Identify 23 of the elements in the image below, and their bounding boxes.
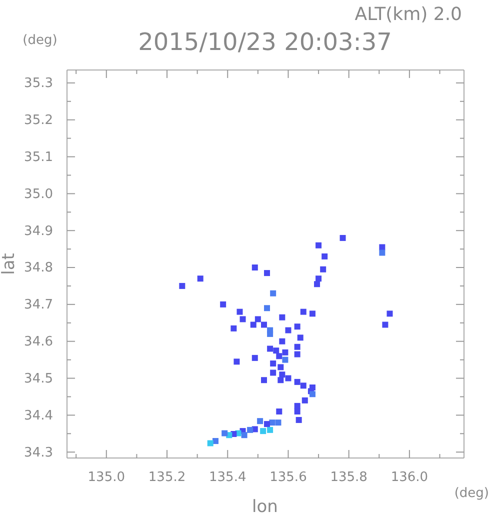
text: (deg) — [22, 33, 58, 48]
y-tick-label: 34.3 — [24, 445, 53, 460]
y-axis-title: lat — [0, 252, 19, 275]
y-tick-label: 35.3 — [24, 76, 53, 92]
chart-subtitle: ALT(km) 2.0 — [354, 4, 462, 25]
x-tick-label: 135.6 — [270, 470, 307, 486]
y-tick-label: 34.4 — [24, 408, 53, 424]
chart-title: 2015/10/23 20:03:37 — [138, 28, 392, 56]
y-tick-label: 35.2 — [24, 113, 53, 128]
x-tick-label: 136.0 — [390, 470, 428, 486]
text: (deg) — [454, 486, 489, 501]
y-tick-label: 34.5 — [24, 371, 53, 386]
x-tick-label: 135.2 — [148, 470, 186, 486]
x-axis-title: lon — [252, 497, 278, 517]
y-tick-label: 34.6 — [24, 334, 53, 350]
x-tick-label: 135.4 — [209, 470, 246, 486]
y-tick-label: 35.0 — [24, 186, 53, 202]
y-tick-label: 34.9 — [24, 224, 53, 239]
y-tick-label: 35.1 — [24, 150, 53, 165]
y-tick-label: 34.7 — [24, 298, 53, 313]
x-tick-label: 135.0 — [88, 470, 126, 486]
x-tick-label: 135.8 — [330, 470, 368, 486]
y-tick-label: 34.8 — [24, 260, 53, 276]
